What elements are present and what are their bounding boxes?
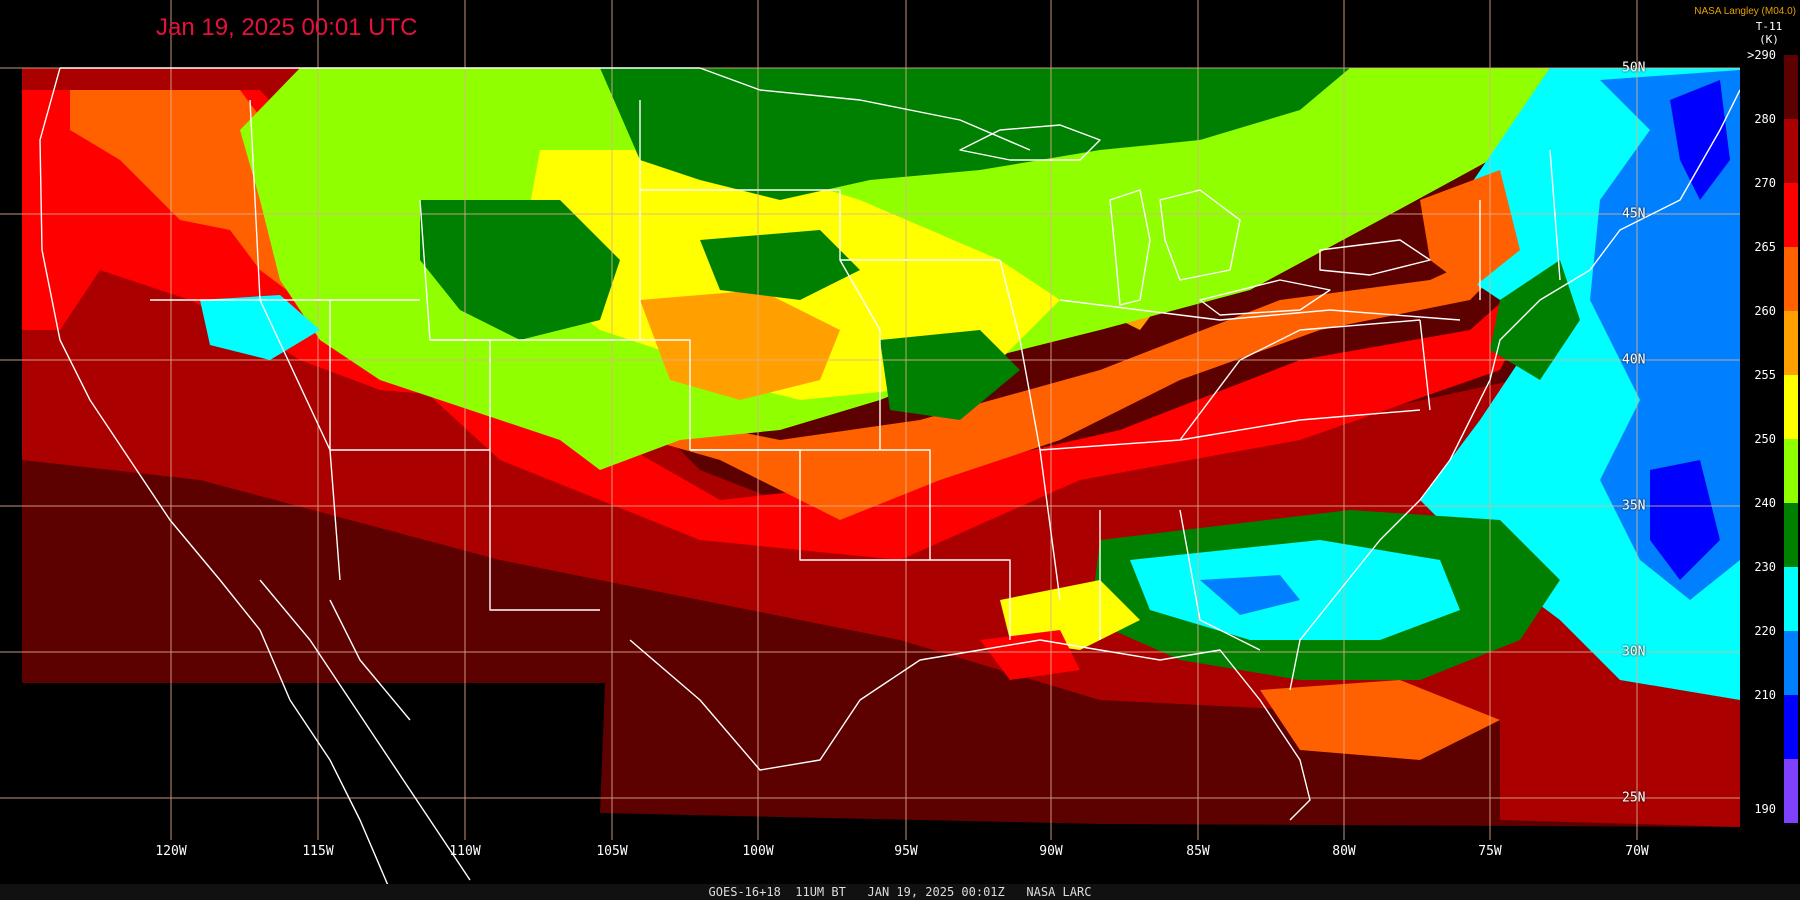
temperature-colorbar xyxy=(1740,48,1800,823)
colorbar-title-line2: (K) xyxy=(1759,33,1779,46)
longitude-label: 75W xyxy=(1478,844,1502,859)
colorbar-swatch xyxy=(1784,55,1798,119)
colorbar-tick-label: 230 xyxy=(1754,560,1776,574)
latitude-label: 25N xyxy=(1622,790,1646,806)
colorbar-swatch xyxy=(1784,439,1798,503)
longitude-label: 70W xyxy=(1625,844,1649,859)
colorbar-tick-label: 190 xyxy=(1754,802,1776,816)
longitude-label: 95W xyxy=(894,844,918,859)
colorbar-tick-label: 210 xyxy=(1754,688,1776,702)
colorbar-tick-label: 250 xyxy=(1754,432,1776,446)
colorbar-swatch xyxy=(1784,183,1798,247)
latitude-label: 30N xyxy=(1622,644,1646,660)
colorbar-tick-label: >290 xyxy=(1747,48,1776,62)
colorbar-tick-label: 280 xyxy=(1754,112,1776,126)
colorbar-swatch xyxy=(1784,567,1798,631)
latitude-label: 40N xyxy=(1622,352,1646,368)
colorbar-swatch xyxy=(1784,119,1798,183)
longitude-label: 105W xyxy=(596,844,628,859)
colorbar-swatch xyxy=(1784,759,1798,823)
longitude-label: 110W xyxy=(449,844,481,859)
longitude-label: 100W xyxy=(742,844,774,859)
longitude-label: 80W xyxy=(1332,844,1356,859)
longitude-label: 85W xyxy=(1186,844,1210,859)
colorbar-tick-label: 220 xyxy=(1754,624,1776,638)
longitude-label: 115W xyxy=(302,844,334,859)
longitude-label: 120W xyxy=(155,844,187,859)
colorbar-swatch xyxy=(1784,247,1798,311)
latitude-label: 50N xyxy=(1622,60,1646,76)
lat-lon-grid xyxy=(0,0,1740,840)
latitude-label: 35N xyxy=(1622,498,1646,514)
state-country-boundaries xyxy=(39,67,1741,891)
colorbar-tick-label: 265 xyxy=(1754,240,1776,254)
colorbar-title-line1: T-11 xyxy=(1755,20,1783,33)
colorbar-swatch xyxy=(1784,631,1798,695)
colorbar-swatch xyxy=(1784,503,1798,567)
latitude-label: 45N xyxy=(1622,206,1646,222)
colorbar-swatch xyxy=(1784,695,1798,759)
colorbar-tick-label: 255 xyxy=(1754,368,1776,382)
colorbar-swatch xyxy=(1784,311,1798,375)
longitude-label: 90W xyxy=(1039,844,1063,859)
timestamp-label: Jan 19, 2025 00:01 UTC xyxy=(156,14,418,41)
colorbar-tick-label: 270 xyxy=(1754,176,1776,190)
colorbar-swatch xyxy=(1784,375,1798,439)
colorbar-tick-label: 240 xyxy=(1754,496,1776,510)
colorbar-tick-label: 260 xyxy=(1754,304,1776,318)
footer-caption: GOES-16+18 11UM BT JAN 19, 2025 00:01Z N… xyxy=(0,884,1800,900)
credit-label: NASA Langley (M04.0) xyxy=(1694,6,1796,17)
